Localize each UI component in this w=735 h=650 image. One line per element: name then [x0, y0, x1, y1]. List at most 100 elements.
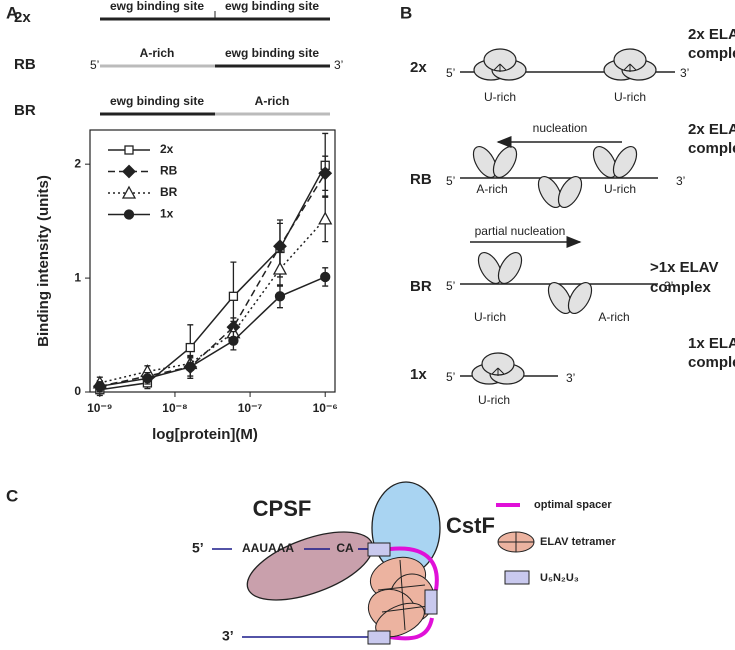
y-axis-label: Binding intensity (units): [35, 175, 52, 347]
three-prime: 3’: [222, 628, 234, 644]
y-tick-label: 0: [74, 384, 81, 398]
chart: log[protein](M) Binding intensity (units…: [35, 129, 338, 443]
elav-dimer: [473, 248, 527, 288]
legend-label: ELAV tetramer: [540, 536, 616, 548]
segment-label: ewg binding site: [225, 0, 319, 13]
elav-dimer: [468, 142, 522, 182]
cstf-label: CstF: [446, 513, 495, 538]
segment-label: A-rich: [255, 94, 290, 108]
legend-marker: [123, 209, 135, 220]
region-label: A-rich: [598, 310, 629, 324]
x-tick-label: 10⁻⁹: [87, 401, 112, 415]
x-axis-label: log[protein](M): [152, 426, 258, 443]
data-point: [272, 261, 288, 275]
legend-label: 1x: [160, 207, 174, 221]
construct-name: 2x: [14, 9, 31, 26]
five-prime: 5’: [90, 58, 99, 72]
legend-swatch: [504, 570, 530, 585]
u5n2u3-box: [424, 589, 438, 615]
cleavage-label: CA: [336, 541, 354, 555]
legend-label: RB: [160, 164, 178, 178]
complex-label: 1x ELAV: [688, 335, 735, 352]
five-prime: 5’: [192, 540, 204, 556]
data-point: [318, 166, 333, 181]
elav-complex: [471, 352, 525, 385]
u5n2u3-box: [367, 542, 391, 557]
five-prime: 5’: [446, 174, 455, 188]
construct-name: BR: [14, 102, 36, 119]
region-label: A-rich: [476, 182, 507, 196]
data-point: [142, 373, 153, 384]
panel-letter: A: [6, 3, 18, 22]
data-point: [274, 291, 286, 302]
region-label: U-rich: [604, 182, 636, 196]
region-label: U-rich: [484, 90, 516, 104]
legend-label: BR: [160, 185, 178, 199]
legend-marker: [124, 145, 134, 155]
three-prime: 3’: [664, 279, 673, 293]
region-label: U-rich: [478, 393, 510, 407]
elav-dimer: [588, 142, 642, 182]
series-line: [99, 164, 326, 391]
legend-marker: [122, 164, 136, 179]
complex-label: complex: [688, 354, 735, 371]
cpsf-shape: [246, 531, 374, 601]
legend-label: U₅N₂U₃: [540, 572, 579, 584]
data-point: [94, 381, 105, 392]
elav-complex: [473, 48, 527, 81]
five-prime: 5’: [446, 66, 455, 80]
data-point: [185, 361, 196, 373]
five-prime: 5’: [446, 370, 455, 384]
series-line: [99, 218, 326, 384]
signal-label: AAUAAA: [242, 541, 294, 555]
panel-letter: C: [6, 486, 18, 505]
x-tick-label: 10⁻⁸: [162, 401, 187, 415]
complex-label: complex: [650, 279, 712, 296]
segment-label: A-rich: [140, 46, 175, 60]
complex-label: 2x ELAV: [688, 121, 735, 138]
row-name: BR: [410, 278, 432, 295]
y-tick-label: 1: [74, 270, 81, 284]
construct-name: RB: [14, 56, 36, 73]
plot-frame: [89, 129, 336, 393]
data-point: [185, 342, 195, 353]
three-prime: 3’: [334, 58, 343, 72]
complex-label: complex: [688, 45, 735, 62]
panel-letter: B: [400, 3, 412, 22]
legend-marker: [121, 185, 137, 199]
x-tick-label: 10⁻⁷: [238, 401, 263, 415]
segment-label: ewg binding site: [225, 46, 319, 60]
data-point: [228, 335, 239, 346]
segment-label: ewg binding site: [110, 94, 204, 108]
arrow-label: partial nucleation: [475, 224, 566, 238]
series-line: [99, 172, 326, 388]
elav-complex: [603, 48, 657, 81]
legend-label: optimal spacer: [534, 499, 612, 511]
x-tick-label: 10⁻⁶: [313, 401, 338, 415]
series-line: [99, 276, 326, 388]
complex-label: 2x ELAV: [688, 26, 735, 43]
optimal-spacer: [389, 546, 439, 641]
three-prime: 3’: [676, 174, 685, 188]
row-name: 2x: [410, 59, 427, 76]
row-name: 1x: [410, 366, 427, 383]
five-prime: 5’: [446, 279, 455, 293]
legend-label: 2x: [160, 142, 174, 156]
data-point: [318, 211, 333, 225]
three-prime: 3’: [680, 66, 689, 80]
legend-swatch: [498, 532, 534, 552]
arrow-label: nucleation: [533, 121, 588, 135]
data-point: [228, 291, 239, 301]
row-name: RB: [410, 171, 432, 188]
region-label: U-rich: [474, 310, 506, 324]
y-tick-label: 2: [74, 156, 81, 170]
data-point: [320, 271, 331, 283]
three-prime: 3’: [566, 371, 575, 385]
u5n2u3-box: [367, 630, 391, 645]
complex-label: complex: [688, 140, 735, 157]
complex-label: >1x ELAV: [650, 259, 719, 276]
segment-label: ewg binding site: [110, 0, 204, 13]
cpsf-label: CPSF: [253, 496, 312, 521]
region-label: U-rich: [614, 90, 646, 104]
